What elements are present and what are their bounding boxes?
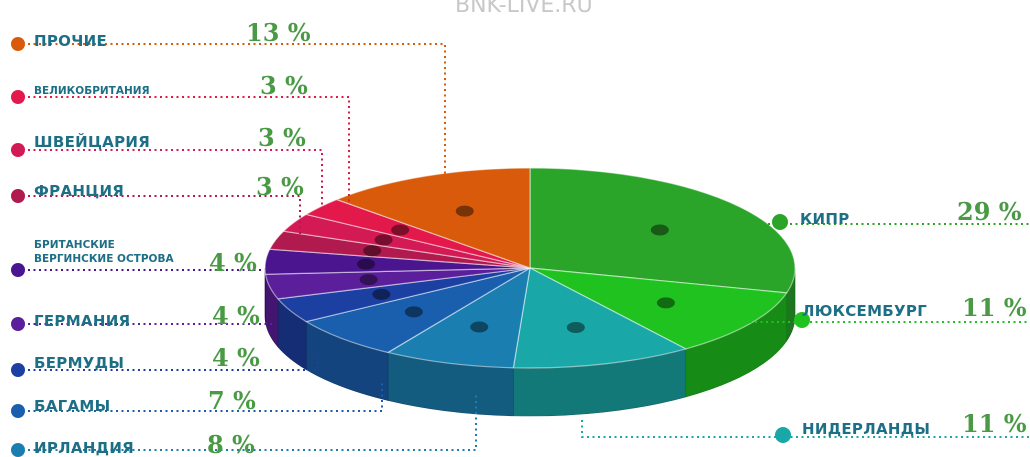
- legend-label-cyprus: КИПР: [800, 210, 850, 228]
- slice-luxembourg: [529, 267, 788, 350]
- legend-label-ireland: ИРЛАНДИЯ: [34, 439, 134, 457]
- slice-dot-other: [455, 205, 474, 217]
- legend-label-bvi-line1: БРИТАНСКИЕ: [34, 239, 115, 251]
- legend-value-germany: 4 %: [212, 301, 260, 330]
- slice-netherlands: [512, 267, 688, 369]
- legend-bullet-uk: [11, 90, 25, 104]
- slice-dot-germany: [359, 274, 378, 286]
- slice-dot-luxembourg: [656, 297, 675, 309]
- legend-value-ireland: 8 %: [207, 430, 255, 457]
- legend-value-switzerland: 3 %: [258, 123, 306, 152]
- slice-dot-bvi: [357, 258, 376, 270]
- watermark: BNK-LIVE.RU: [455, 0, 593, 18]
- slice-dot-bahamas: [404, 306, 423, 318]
- slice-dot-netherlands: [566, 322, 585, 334]
- legend-bullet-switzerland: [11, 143, 25, 157]
- legend-bullet-bermuda: [11, 363, 25, 377]
- legend-bullet-other: [11, 37, 25, 51]
- legend-label-other: ПРОЧИЕ: [34, 32, 107, 50]
- legend-bullet-germany: [11, 317, 25, 331]
- leader-uk: [28, 96, 350, 216]
- leader-ireland: [28, 395, 477, 451]
- legend-value-france: 3 %: [256, 172, 304, 201]
- legend-label-bvi-line2: ВЕРГИНСКИЕ ОСТРОВА: [34, 253, 174, 265]
- slice-dot-cyprus: [650, 224, 669, 236]
- legend-value-bvi: 4 %: [209, 248, 257, 277]
- legend-label-bermuda: БЕРМУДЫ: [34, 354, 124, 372]
- legend-bullet-france: [11, 189, 25, 203]
- legend-label-switzerland: ШВЕЙЦАРИЯ: [34, 132, 150, 151]
- legend-bullet-netherlands: [775, 427, 791, 443]
- legend-label-luxembourg: ЛЮКСЕМБУРГ: [802, 302, 927, 320]
- legend-value-cyprus: 29 %: [957, 197, 1022, 226]
- legend-label-bahamas: БАГАМЫ: [34, 397, 110, 415]
- legend-value-netherlands: 11 %: [962, 409, 1027, 438]
- legend-value-uk: 3 %: [260, 71, 308, 100]
- leader-netherlands: [581, 420, 1030, 438]
- legend-value-bahamas: 7 %: [208, 386, 256, 415]
- legend-value-other: 13 %: [246, 18, 311, 47]
- slice-dot-ireland: [470, 321, 489, 333]
- legend-label-uk: ВЕЛИКОБРИТАНИЯ: [34, 85, 150, 97]
- legend-bullet-bvi: [11, 263, 25, 277]
- legend-label-germany: ГЕРМАНИЯ: [34, 312, 130, 330]
- legend-label-france: ФРАНЦИЯ: [34, 182, 124, 200]
- legend-value-luxembourg: 11 %: [962, 293, 1027, 322]
- slice-dot-bermuda: [372, 288, 391, 300]
- leader-france: [28, 195, 301, 243]
- leader-bahamas: [28, 380, 383, 412]
- slice-dot-france: [363, 245, 382, 257]
- legend-bullet-cyprus: [772, 214, 788, 230]
- slice-ireland: [386, 266, 531, 369]
- legend-bullet-ireland: [11, 443, 25, 457]
- slice-dot-uk: [391, 224, 410, 236]
- legend-value-bermuda: 4 %: [212, 343, 260, 372]
- slice-dot-switzerland: [374, 234, 393, 246]
- legend-label-netherlands: НИДЕРЛАНДЫ: [802, 420, 930, 438]
- legend-bullet-luxembourg: [794, 312, 810, 328]
- legend-bullet-bahamas: [11, 404, 25, 418]
- leader-other: [28, 43, 446, 196]
